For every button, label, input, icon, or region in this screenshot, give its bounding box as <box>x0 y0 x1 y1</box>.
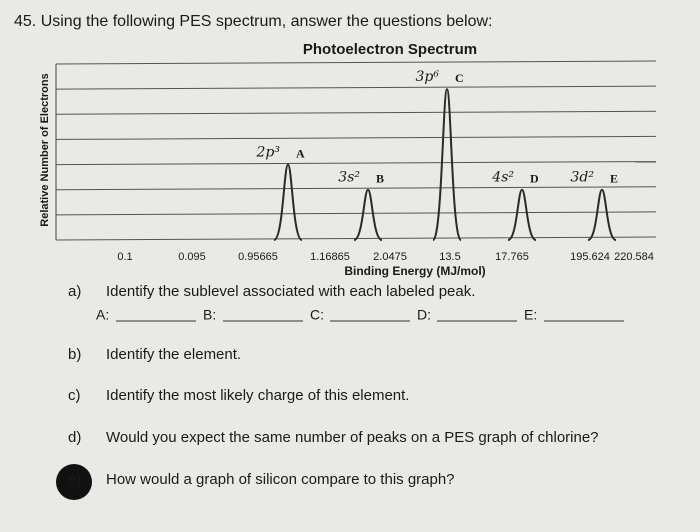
handwritten-note: 3s² <box>338 170 360 186</box>
marker-dot <box>56 464 92 500</box>
question-text: Identify the most likely charge of this … <box>106 387 409 404</box>
grid-line <box>55 85 657 90</box>
handwritten-note: 2p³ <box>256 145 281 161</box>
blank-label: A: <box>96 307 109 323</box>
grid-line <box>55 60 657 65</box>
question-label: e) <box>68 471 81 488</box>
blank-label: E: <box>524 307 537 323</box>
x-tick-label: 13.5 <box>439 251 460 263</box>
x-tick-label: 0.095 <box>178 251 206 263</box>
question-label: d) <box>68 429 81 446</box>
question-title: 45. Using the following PES spectrum, an… <box>14 13 492 30</box>
x-tick-label: 0.1 <box>117 251 132 263</box>
peak <box>273 163 303 241</box>
peak-label: B <box>376 171 384 185</box>
handwritten-note: 3d² <box>571 170 595 186</box>
question-text: Would you expect the same number of peak… <box>106 429 599 446</box>
grid-line <box>55 161 657 166</box>
question-label: a) <box>68 283 81 300</box>
blank-label: C: <box>310 307 324 323</box>
x-tick-label: 195.624 <box>570 251 610 263</box>
grid-line <box>55 135 657 140</box>
handwritten-note: 3p⁶ <box>416 69 440 85</box>
peak <box>507 188 537 241</box>
handwritten-note: 4s² <box>491 170 514 186</box>
question-text: How would a graph of silicon compare to … <box>106 471 455 488</box>
question-label: b) <box>68 346 81 363</box>
x-tick-label: 17.765 <box>495 251 529 263</box>
y-axis-label: Relative Number of Electrons <box>39 73 51 226</box>
grid-line <box>55 110 657 115</box>
blank-label: D: <box>417 307 431 323</box>
peak-label: E <box>610 171 618 185</box>
peak <box>587 188 617 241</box>
x-tick-label: 2.0475 <box>373 251 407 263</box>
peak-label: A <box>296 146 305 160</box>
x-axis-label: Binding Energy (MJ/mol) <box>344 264 485 278</box>
x-tick-label: 1.16865 <box>310 251 350 263</box>
peak-label: D <box>530 171 539 185</box>
blank-label: B: <box>203 307 216 323</box>
question-text: Identify the sublevel associated with ea… <box>106 283 475 300</box>
peak <box>432 88 462 241</box>
grid-line <box>55 211 657 216</box>
chart-title: Photoelectron Spectrum <box>303 41 477 58</box>
peak-label: C <box>455 71 464 85</box>
grid-line <box>55 186 657 191</box>
question-text: Identify the element. <box>106 346 241 363</box>
x-tick-label: 0.95665 <box>238 251 278 263</box>
x-tick-label: 220.584 <box>614 251 654 263</box>
peak <box>353 188 383 241</box>
question-label: c) <box>68 387 81 404</box>
